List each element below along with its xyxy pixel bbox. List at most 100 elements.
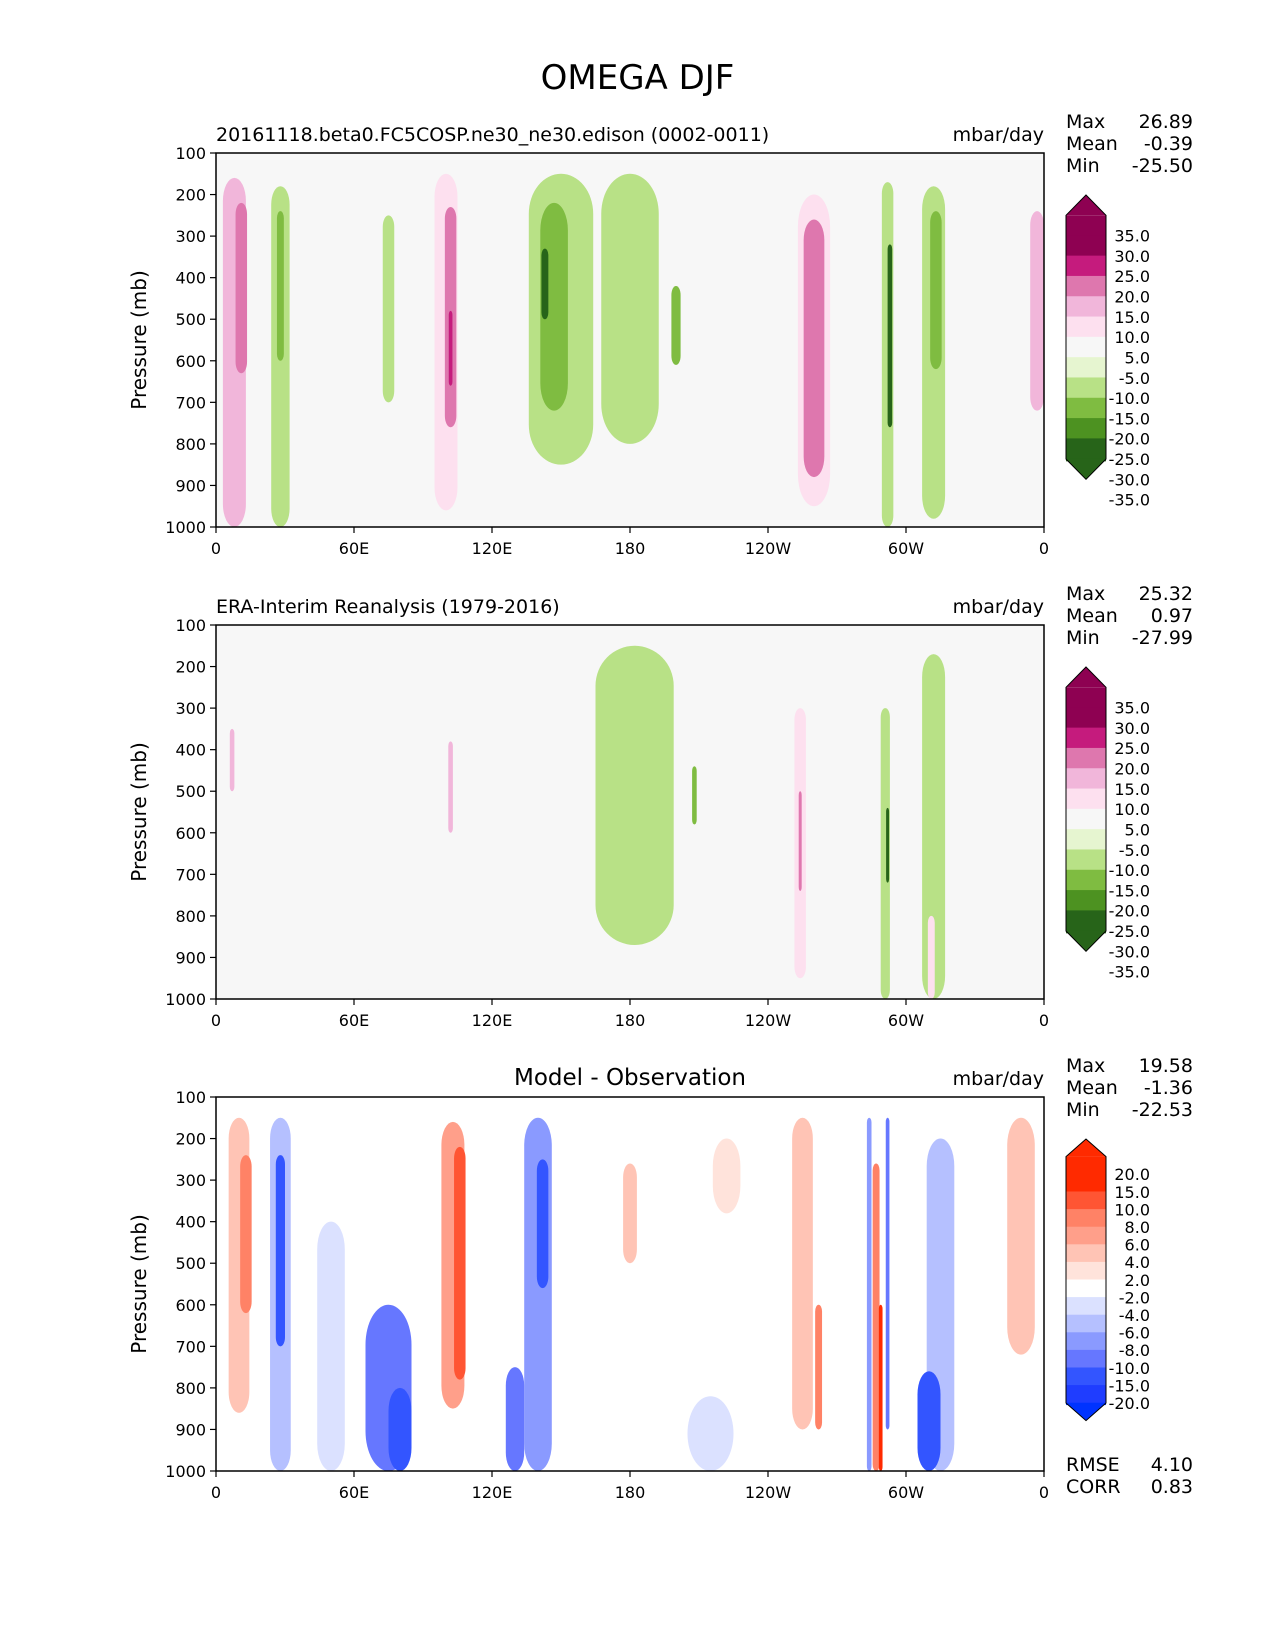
plot-background [216, 1097, 1044, 1471]
colorbar-label: -5.0 [1119, 369, 1150, 388]
colorbar-segment [1066, 1191, 1106, 1210]
colorbar-label: 8.0 [1125, 1218, 1150, 1237]
x-tick-label: 0 [211, 1483, 221, 1502]
contour-region [803, 219, 825, 478]
y-tick-label: 600 [175, 352, 206, 371]
stat-value: 0.83 [1151, 1476, 1193, 1498]
stat-label: Max [1066, 583, 1105, 605]
colorbar-over-box [1066, 687, 1106, 708]
x-tick-label: 60E [339, 1011, 369, 1030]
colorbar-label: 10.0 [1114, 800, 1150, 819]
colorbar-label: -15.0 [1109, 881, 1150, 900]
stat-value: -27.99 [1132, 627, 1193, 649]
contour-region [601, 173, 659, 444]
colorbar-segment [1066, 397, 1106, 419]
contour-region [360, 907, 403, 999]
colorbar-label: 20.0 [1114, 760, 1150, 779]
contour-region [671, 285, 681, 365]
x-tick-label: 0 [1039, 539, 1049, 558]
colorbar-segment [1066, 1279, 1106, 1298]
colorbar-segment [1066, 336, 1106, 358]
x-tick-label: 120W [745, 1483, 792, 1502]
x-tick-label: 60W [888, 1011, 924, 1030]
colorbar-label: -20.0 [1109, 1394, 1150, 1413]
panel-left-title: ERA-Interim Reanalysis (1979-2016) [216, 596, 560, 618]
colorbar: 35.030.025.0 20.015.010.05.0 -5.0-10.0-15.… [1065, 666, 1150, 982]
colorbar-segment [1066, 438, 1106, 460]
colorbar-segment [1066, 357, 1106, 379]
colorbar-label: 20.0 [1114, 288, 1150, 307]
stat-value: 26.89 [1139, 111, 1193, 133]
colorbar-segment [1066, 235, 1106, 257]
colorbar-label: -6.0 [1119, 1324, 1150, 1343]
contour-region [388, 1387, 412, 1471]
y-tick-label: 900 [175, 1420, 206, 1439]
stat-value: 19.58 [1139, 1055, 1193, 1077]
colorbar-label: 4.0 [1125, 1253, 1150, 1272]
colorbar-label: 25.0 [1114, 739, 1150, 758]
colorbar-segment [1066, 1261, 1106, 1281]
x-tick-label: 60E [339, 539, 369, 558]
colorbar-label: -15.0 [1109, 409, 1150, 428]
colorbar: 20.015.010.08.06.04.02.0-2.0-4.0-6.0-8.0… [1065, 1138, 1150, 1422]
colorbar-segment [1066, 1244, 1106, 1263]
stat-label: CORR [1066, 1476, 1121, 1498]
contour-region [878, 1304, 883, 1471]
x-tick-label: 120W [745, 539, 792, 558]
colorbar-segment [1066, 418, 1106, 439]
contour-region [229, 728, 235, 792]
colorbar-segment [1066, 869, 1106, 891]
colorbar-label: -30.0 [1109, 470, 1150, 489]
y-tick-label: 500 [175, 310, 206, 329]
colorbar-segment [1066, 808, 1106, 830]
colorbar-label: 2.0 [1125, 1271, 1150, 1290]
x-tick-label: 120W [745, 1011, 792, 1030]
contour-region [922, 654, 946, 999]
y-tick-label: 500 [175, 1254, 206, 1273]
colorbar-label: -15.0 [1109, 1376, 1150, 1395]
y-tick-label: 700 [175, 1337, 206, 1356]
figure-title: OMEGA DJF [540, 58, 735, 98]
x-tick-label: 60W [888, 539, 924, 558]
colorbar-label: 15.0 [1114, 780, 1150, 799]
stat-label: RMSE [1066, 1454, 1120, 1476]
colorbar-label: -2.0 [1119, 1288, 1150, 1307]
colorbar-segment [1066, 1332, 1106, 1351]
colorbar-segment [1066, 377, 1106, 399]
stat-label: Max [1066, 111, 1105, 133]
colorbar-segment [1066, 849, 1106, 871]
stat-label: Mean [1066, 605, 1118, 627]
y-tick-label: 800 [175, 1379, 206, 1398]
y-tick-label: 1000 [165, 1462, 206, 1481]
colorbar-segment [1066, 1367, 1106, 1386]
x-tick-label: 180 [615, 1483, 646, 1502]
contour-region [317, 1221, 345, 1471]
stat-label: Min [1066, 627, 1100, 649]
contour-field [222, 173, 1044, 527]
contour-region [886, 807, 890, 883]
colorbar-segment [1066, 275, 1106, 297]
colorbar-segment [1066, 1385, 1106, 1404]
colorbar-label: 35.0 [1114, 227, 1150, 246]
y-axis-label: Pressure (mb) [127, 270, 151, 410]
colorbar-label: -25.0 [1109, 450, 1150, 469]
colorbar-segment [1066, 1314, 1106, 1333]
colorbar-label: -35.0 [1109, 491, 1150, 510]
contour-region [536, 1159, 549, 1289]
x-tick-label: 120E [472, 539, 513, 558]
x-tick-label: 180 [615, 1011, 646, 1030]
contour-region [448, 310, 453, 386]
panel-3: 100 200 300 400 500 600 700 800 900 1000 0 60E 120E 1… [127, 1055, 1193, 1502]
colorbar-over-box [1066, 215, 1106, 236]
colorbar-outline [1065, 1138, 1107, 1422]
panel-1: 100 200 300 400 500 600 700 800 900 1000 0 60E 120E 1… [127, 111, 1193, 558]
contour-region [712, 1138, 741, 1214]
contour-region [220, 658, 239, 999]
x-tick-label: 60E [339, 1483, 369, 1502]
colorbar-under-triangle [1066, 1403, 1106, 1421]
colorbar-under-triangle [1066, 931, 1106, 952]
x-tick-label: 0 [1039, 1483, 1049, 1502]
y-tick-label: 1000 [165, 990, 206, 1009]
colorbar-label: -10.0 [1109, 389, 1150, 408]
contour-region [454, 1146, 466, 1380]
